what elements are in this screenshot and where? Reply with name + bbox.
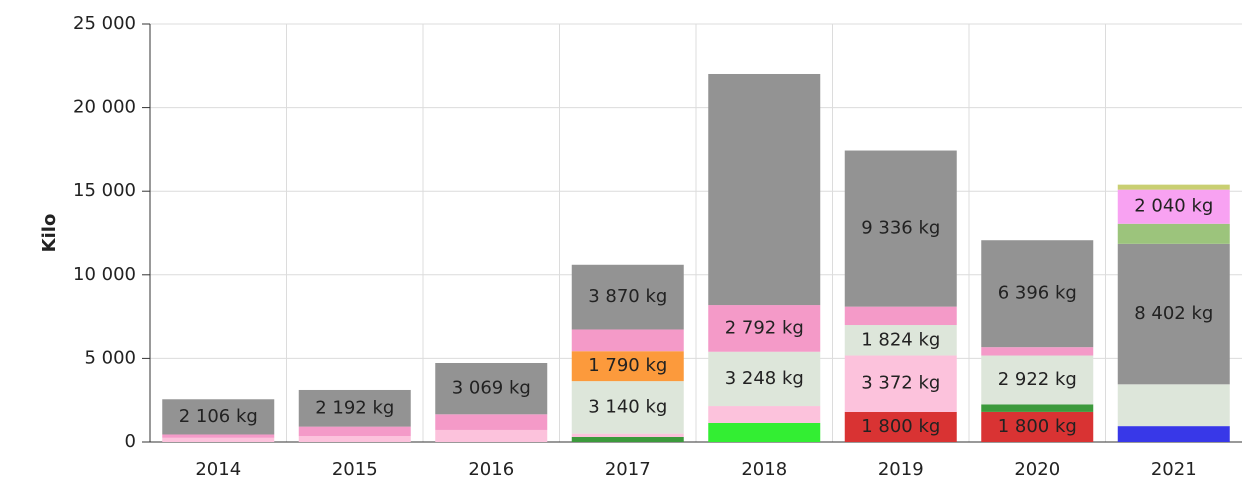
bar-segment bbox=[1117, 189, 1230, 224]
bar-segment bbox=[844, 325, 957, 356]
value-label: 3 248 kg bbox=[725, 368, 804, 389]
bar-segment bbox=[708, 305, 821, 352]
bar-segment bbox=[708, 406, 821, 423]
bar-segment bbox=[435, 429, 548, 442]
x-tick-label: 2015 bbox=[332, 459, 378, 480]
value-label: 2 922 kg bbox=[998, 369, 1077, 390]
bar-segment bbox=[981, 355, 1094, 405]
y-tick-label: 15 000 bbox=[73, 180, 136, 201]
bar-segment bbox=[298, 436, 411, 442]
bar-segment bbox=[162, 399, 275, 435]
bar-segment bbox=[708, 351, 821, 407]
bar-segment bbox=[571, 329, 684, 352]
bar-segment bbox=[298, 426, 411, 437]
bar-segment bbox=[571, 264, 684, 330]
bar-segment bbox=[571, 433, 684, 437]
value-label: 2 192 kg bbox=[315, 397, 394, 418]
bar-segment bbox=[844, 355, 957, 412]
bar-segment bbox=[844, 306, 957, 326]
value-label: 1 800 kg bbox=[861, 416, 940, 437]
bar-segment bbox=[708, 73, 821, 306]
bar-segment bbox=[1117, 426, 1230, 442]
value-label: 1 800 kg bbox=[998, 416, 1077, 437]
bar-segment bbox=[981, 240, 1094, 348]
x-tick-label: 2017 bbox=[605, 459, 651, 480]
x-tick-label: 2021 bbox=[1151, 459, 1197, 480]
bar-segment bbox=[708, 422, 821, 442]
x-tick-label: 2019 bbox=[878, 459, 924, 480]
bar-segment bbox=[435, 414, 548, 430]
value-label: 9 336 kg bbox=[861, 218, 940, 239]
bar-segment bbox=[571, 351, 684, 382]
bar-segment bbox=[571, 381, 684, 434]
bar-segment bbox=[162, 434, 275, 438]
y-tick-label: 20 000 bbox=[73, 97, 136, 118]
value-label: 8 402 kg bbox=[1134, 303, 1213, 324]
value-label: 1 790 kg bbox=[588, 355, 667, 376]
x-tick-label: 2020 bbox=[1014, 459, 1060, 480]
bar-segment bbox=[298, 389, 411, 427]
x-tick-label: 2016 bbox=[468, 459, 514, 480]
bar-segment bbox=[435, 362, 548, 415]
value-label: 6 396 kg bbox=[998, 283, 1077, 304]
bar-segment bbox=[1117, 384, 1230, 427]
y-tick-label: 25 000 bbox=[73, 13, 136, 34]
value-label: 1 824 kg bbox=[861, 329, 940, 350]
value-label: 3 140 kg bbox=[588, 396, 667, 417]
x-tick-label: 2014 bbox=[195, 459, 241, 480]
bar-segment bbox=[981, 347, 1094, 356]
value-label: 2 792 kg bbox=[725, 317, 804, 338]
x-tick-label: 2018 bbox=[741, 459, 787, 480]
bar-segment bbox=[1117, 243, 1230, 385]
y-tick-label: 10 000 bbox=[73, 264, 136, 285]
bar-segment bbox=[844, 411, 957, 442]
y-axis-label: Kilo bbox=[39, 214, 60, 253]
value-label: 3 870 kg bbox=[588, 286, 667, 307]
value-label: 2 040 kg bbox=[1134, 196, 1213, 217]
y-tick-label: 5 000 bbox=[84, 347, 136, 368]
bar-segment bbox=[571, 436, 684, 442]
value-label: 2 106 kg bbox=[179, 406, 258, 427]
bar-segment bbox=[844, 150, 957, 307]
bar-segment bbox=[162, 437, 275, 442]
value-label: 3 069 kg bbox=[452, 378, 531, 399]
bar-segment bbox=[1117, 223, 1230, 244]
bar-segment bbox=[981, 411, 1094, 442]
value-label: 3 372 kg bbox=[861, 373, 940, 394]
bar-segment bbox=[1117, 184, 1230, 190]
bar-segment bbox=[981, 404, 1094, 412]
y-tick-label: 0 bbox=[125, 431, 136, 452]
